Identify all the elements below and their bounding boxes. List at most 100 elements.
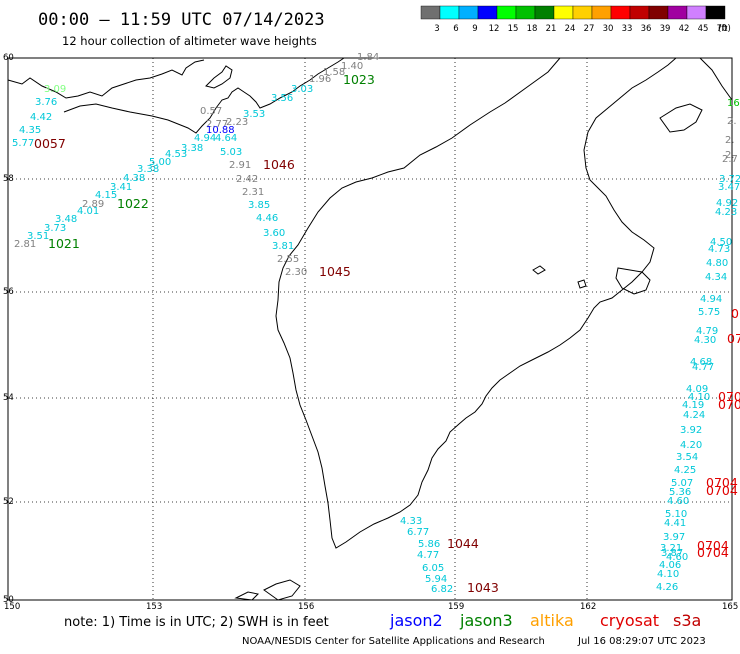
wave-height-value: 2.31 — [242, 187, 264, 198]
wave-height-value: 5.77 — [12, 138, 34, 149]
wave-height-value: 3.54 — [676, 452, 698, 463]
lat-label-54: 54 — [3, 393, 14, 403]
wave-height-value: 4.68 — [690, 357, 712, 368]
scale-swatch — [591, 5, 612, 20]
scale-unit: (ft) — [718, 24, 731, 34]
wave-height-value: 3.53 — [243, 109, 265, 120]
scale-swatch — [496, 5, 517, 20]
wave-height-value: 3.48 — [55, 214, 77, 225]
wave-height-readings: 1.841.401.581.963.033.56 3.53 0.57 2.772.23… — [12, 52, 740, 595]
pass-id-label: 0704 — [697, 545, 729, 560]
wave-height-value: 1.58 — [323, 67, 345, 78]
lon-label-159: 159 — [448, 602, 464, 612]
lat-label-58: 58 — [3, 174, 14, 184]
lat-label-52: 52 — [3, 497, 14, 507]
wave-height-value: 3.85 — [248, 200, 270, 211]
small-island-2 — [577, 279, 587, 289]
wave-height-value: 3.09 — [44, 84, 66, 95]
wave-height-value: 4.60 — [667, 496, 689, 507]
lon-label-156: 156 — [298, 602, 314, 612]
wave-height-value: 4.77 — [692, 362, 714, 373]
wave-height-value: 1.40 — [341, 61, 363, 72]
wave-height-value: 6.05 — [422, 563, 444, 574]
wave-height-value: 3.51 — [27, 231, 49, 242]
wave-height-value: 5.36 — [669, 487, 691, 498]
lat-label-50: 50 — [3, 595, 14, 605]
pass-id-label: 1021 — [48, 236, 80, 251]
wave-height-value: 2.7 — [722, 154, 738, 165]
scale-swatch — [629, 5, 650, 20]
pass-id-label: 0 — [731, 306, 739, 321]
wave-height-value: 4.41 — [664, 518, 686, 529]
pass-id-label: 07 — [727, 331, 740, 346]
map-subtitle: 12 hour collection of altimeter wave hei… — [62, 34, 317, 48]
wave-height-value: 4.73 — [708, 244, 730, 255]
wave-height-value: 4.33 — [400, 516, 422, 527]
wave-height-value: 4.26 — [656, 582, 678, 593]
wave-height-value: 2.89 — [82, 199, 104, 210]
wave-height-value: 3.92 — [680, 425, 702, 436]
pass-identifiers: 0057102310461022102110451044104307040704… — [34, 72, 740, 595]
pass-id-label: 1022 — [117, 196, 149, 211]
wave-height-value: 2.30 — [285, 267, 307, 278]
scale-tick-label: 70 — [717, 24, 728, 34]
wave-height-value: 4.60 — [666, 552, 688, 563]
wave-height-value: 2. — [725, 150, 735, 161]
color-scale-legend: 3 6 9 12 15 18 21 24 27 30 33 36 39 42 45 70(ft) — [420, 5, 731, 34]
scale-swatch — [458, 5, 479, 20]
lon-label-162: 162 — [580, 602, 596, 612]
wave-height-value: 4.25 — [674, 465, 696, 476]
pass-id-label: 0704 — [706, 475, 738, 490]
east-coast-far — [699, 57, 733, 101]
wave-height-value: 4.06 — [659, 560, 681, 571]
pass-id-label: 1044 — [447, 536, 479, 551]
lat-label-60: 60 — [3, 53, 14, 63]
footer-credit: NOAA/NESDIS Center for Satellite Applica… — [242, 636, 545, 647]
wave-height-value: 2.81 — [14, 239, 36, 250]
wave-height-value: 6.77 — [407, 527, 429, 538]
scale-swatch — [648, 5, 669, 20]
pass-id-label: 0704 — [706, 483, 738, 498]
wave-height-value: 5.00 — [149, 157, 171, 168]
wave-height-value: 4.20 — [680, 440, 702, 451]
wave-height-value: 2. — [725, 135, 735, 146]
wave-height-value: 6.82 — [431, 584, 453, 595]
wave-height-value: 5.94 — [425, 574, 447, 585]
scale-tick-label: 18 — [527, 24, 538, 34]
wave-height-value: 3.81 — [272, 241, 294, 252]
wave-height-value: 4.24 — [683, 410, 705, 421]
wave-height-value: 3.21 — [660, 543, 682, 554]
wave-height-value: 4.15 — [95, 190, 117, 201]
wave-height-value: 1.96 — [309, 74, 331, 85]
scale-tick-label: 21 — [546, 24, 557, 34]
scale-tick-label: 24 — [565, 24, 576, 34]
wave-height-value: 3.60 — [263, 228, 285, 239]
satellite-legend: jason2 jason3 altika cryosat s3a — [389, 611, 701, 630]
wave-height-value: 4.79 — [696, 326, 718, 337]
wave-height-value: 3.72 — [719, 174, 740, 185]
wave-height-value: 2.77 — [206, 119, 228, 130]
koni-peninsula — [63, 57, 345, 134]
pass-id-label: 0704 — [718, 389, 740, 404]
pass-id-label: 1043 — [467, 580, 499, 595]
pass-id-label: 1045 — [319, 264, 351, 279]
kuril-island-1 — [263, 579, 301, 601]
kamchatka-coastline — [275, 57, 677, 549]
wave-height-value: 4.92 — [716, 198, 738, 209]
kuril-island-2 — [234, 591, 260, 601]
wave-height-value: 4.42 — [30, 112, 52, 123]
wave-height-value: 4.01 — [77, 206, 99, 217]
wave-height-value: 0.57 — [200, 106, 222, 117]
wave-height-value: 1.84 — [357, 52, 379, 63]
lon-label-150: 150 — [4, 602, 20, 612]
pass-id-label: 1046 — [263, 157, 295, 172]
scale-swatch — [572, 5, 593, 20]
pass-id-label: 0704 — [697, 538, 729, 553]
wave-height-value: 4.94 — [194, 133, 216, 144]
wave-height-value: 10.88 — [206, 125, 235, 136]
sat-jason2: jason2 — [389, 611, 443, 630]
wave-height-value: 3.47 — [718, 182, 740, 193]
wave-height-value: 4.38 — [123, 173, 145, 184]
